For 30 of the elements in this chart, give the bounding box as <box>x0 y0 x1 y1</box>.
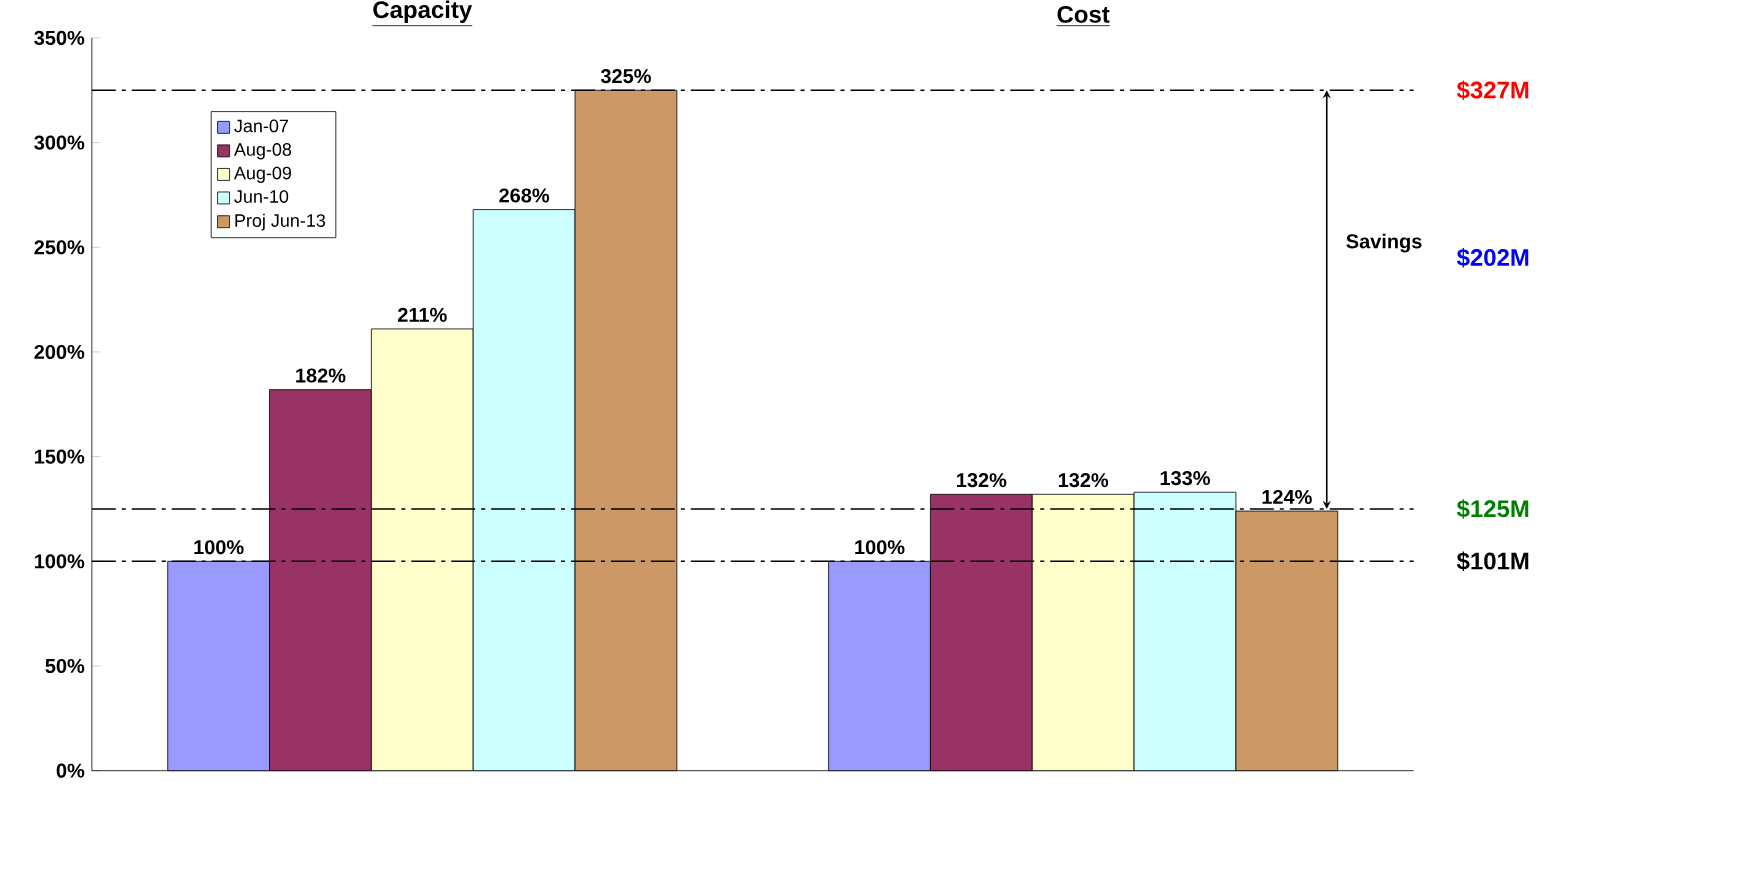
text: $202M <box>1456 248 1529 268</box>
y-tick-label: 100% <box>34 554 85 569</box>
y-tick-label: 250% <box>34 240 85 255</box>
data-label: 132% <box>957 473 1007 488</box>
legend-label: Proj Jun-13 <box>235 213 326 231</box>
data-label: 211% <box>397 308 447 323</box>
data-label: 268% <box>499 188 550 203</box>
y-tick-label: 0% <box>56 763 85 778</box>
ref-line-label: $125M <box>1456 499 1529 520</box>
data-label: 133% <box>1160 471 1210 486</box>
y-tick-label: 200% <box>34 345 85 360</box>
data-label: 132% <box>1058 473 1109 488</box>
y-tick-label: 350% <box>34 31 85 46</box>
y-tick-label: 150% <box>34 449 85 464</box>
x-tick-label: Cost <box>1057 6 1110 24</box>
legend-label: Jan-07 <box>234 119 288 133</box>
x-tick-label: Capacity <box>373 0 473 24</box>
data-label: 124% <box>1262 490 1312 505</box>
data-label: 325% <box>600 69 651 84</box>
data-label: 100% <box>194 540 244 555</box>
data-label: 182% <box>296 368 346 383</box>
legend-label: Aug-08 <box>233 143 292 160</box>
data-label: 100% <box>855 540 905 555</box>
legend-label: Jun-10 <box>234 190 289 204</box>
y-tick-label: 300% <box>34 135 85 150</box>
annotation: Savings <box>1346 233 1422 253</box>
legend-label: Aug-09 <box>233 166 292 184</box>
ref-line-label: $101M <box>1456 551 1529 572</box>
ref-line-label: $327M <box>1456 80 1529 101</box>
y-tick-label: 50% <box>45 659 85 674</box>
